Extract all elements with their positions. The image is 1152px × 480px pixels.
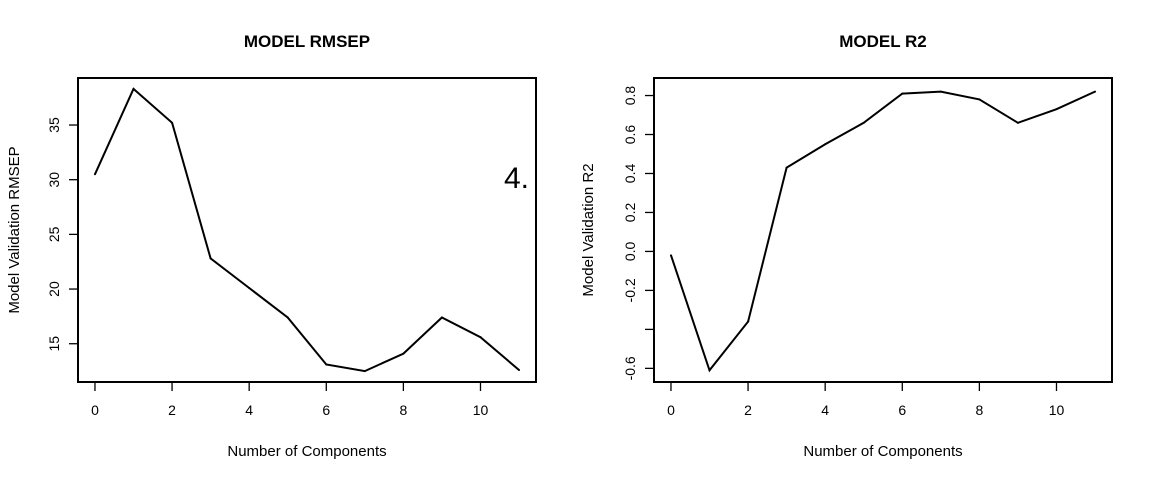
rmsep-x-tick-label: 6	[322, 402, 330, 418]
rmsep-series	[93, 87, 521, 373]
rmsep-data-point	[93, 173, 96, 176]
r2-data-point	[1055, 108, 1058, 111]
rmsep-data-point	[402, 352, 405, 355]
rmsep-y-tick-label: 15	[46, 336, 62, 352]
r2-data-point	[901, 92, 904, 95]
r2-x-tick-label: 6	[898, 402, 906, 418]
rmsep-y-axis-label: Model Validation RMSEP	[6, 146, 23, 313]
r2-data-point	[785, 166, 788, 169]
r2-data-point	[939, 90, 942, 93]
r2-y-tick-label: 0.2	[622, 203, 638, 223]
rmsep-x-tick-label: 0	[91, 402, 99, 418]
r2-y-ticks: -0.6 -0.2 0.0 0.2 0.4 0.6 0.8	[622, 86, 654, 380]
r2-y-tick-label: 0.0	[622, 241, 638, 261]
r2-x-ticks: 0 2 4 6 8 10	[667, 382, 1064, 418]
rmsep-y-tick-label: 25	[46, 226, 62, 242]
rmsep-y-ticks: 15 20 25 30 35	[46, 117, 78, 352]
r2-y-tick-label: 0.6	[622, 125, 638, 145]
r2-data-point	[824, 143, 827, 146]
rmsep-x-tick-label: 10	[473, 402, 489, 418]
r2-y-tick-label: 0.8	[622, 86, 638, 106]
r2-data-point	[862, 121, 865, 124]
rmsep-data-point	[518, 368, 521, 371]
rmsep-data-point	[171, 121, 174, 124]
rmsep-x-tick-label: 8	[399, 402, 407, 418]
rmsep-data-point	[479, 336, 482, 339]
r2-data-point	[1016, 121, 1019, 124]
rmsep-x-tick-label: 4	[245, 402, 253, 418]
rmsep-series-line	[94, 87, 520, 373]
r2-x-tick-label: 4	[821, 402, 829, 418]
rmsep-x-tick-label: 2	[168, 402, 176, 418]
rmsep-data-point	[440, 316, 443, 319]
rmsep-data-point	[209, 257, 212, 260]
r2-x-axis-label: Number of Components	[803, 443, 962, 460]
rmsep-y-tick-label: 30	[46, 172, 62, 188]
r2-data-point	[669, 254, 672, 257]
r2-series	[669, 90, 1097, 373]
rmsep-data-point	[286, 316, 289, 319]
r2-x-tick-label: 8	[975, 402, 983, 418]
r2-chart-title: MODEL R2	[839, 32, 927, 51]
rmsep-data-point	[363, 370, 366, 373]
r2-data-point	[708, 369, 711, 372]
r2-y-tick-label: -0.2	[622, 278, 638, 302]
r2-panel: MODEL R2 Number of Components Model Vali…	[580, 32, 1113, 460]
r2-y-tick-label: -0.6	[622, 356, 638, 380]
rmsep-annotation: 4.	[504, 162, 529, 195]
rmsep-y-tick-label: 20	[46, 281, 62, 297]
r2-x-tick-label: 2	[744, 402, 752, 418]
r2-data-point	[978, 98, 981, 101]
r2-y-tick-label: 0.4	[622, 164, 638, 184]
r2-x-tick-label: 0	[667, 402, 675, 418]
rmsep-x-ticks: 0 2 4 6 8 10	[91, 382, 488, 418]
rmsep-data-point	[325, 363, 328, 366]
r2-y-axis-label: Model Validation R2	[580, 163, 597, 296]
rmsep-y-tick-label: 35	[46, 117, 62, 133]
r2-series-line	[670, 90, 1096, 373]
rmsep-x-axis-label: Number of Components	[227, 443, 386, 460]
r2-x-tick-label: 10	[1049, 402, 1065, 418]
rmsep-plot-frame	[77, 77, 537, 383]
r2-data-point	[1094, 90, 1097, 93]
rmsep-chart-title: MODEL RMSEP	[244, 32, 370, 51]
r2-data-point	[747, 320, 750, 323]
rmsep-panel: MODEL RMSEP Number of Components Model V…	[6, 32, 537, 460]
rmsep-data-point	[248, 286, 251, 289]
r2-plot-frame	[653, 77, 1113, 383]
rmsep-data-point	[132, 87, 135, 90]
